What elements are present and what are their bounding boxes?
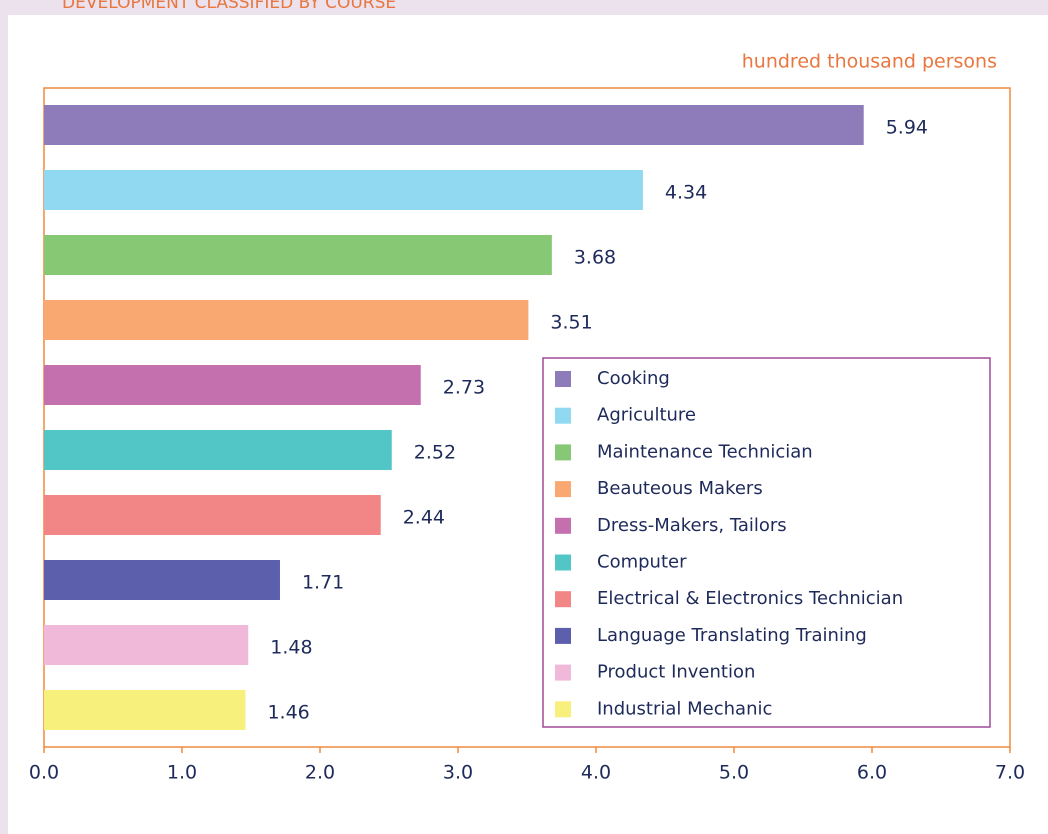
legend-label: Language Translating Training: [597, 625, 867, 646]
bar: [44, 365, 421, 405]
legend-label: Dress-Makers, Tailors: [597, 515, 787, 536]
value-label: 2.44: [403, 507, 445, 529]
legend-label: Product Invention: [597, 662, 755, 683]
legend-label: Maintenance Technician: [597, 441, 813, 462]
bar: [44, 105, 864, 145]
x-tick-label: 3.0: [443, 762, 473, 784]
bar: [44, 690, 246, 730]
x-tick-label: 2.0: [305, 762, 335, 784]
legend-swatch: [555, 627, 571, 644]
legend-label: Beauteous Makers: [597, 478, 763, 499]
x-tick-label: 7.0: [995, 762, 1025, 784]
value-label: 1.46: [267, 702, 309, 724]
legend-box: [542, 357, 991, 728]
x-tick-label: 4.0: [581, 762, 611, 784]
bar: [44, 495, 381, 535]
value-label: 1.48: [270, 637, 312, 659]
chart-title: DEVELOPMENT CLASSIFIED BY COURSE: [62, 0, 396, 13]
legend-label: Industrial Mechanic: [597, 698, 772, 719]
legend-label: Agriculture: [597, 405, 696, 426]
value-label: 3.68: [574, 247, 616, 269]
bar: [44, 430, 392, 470]
legend-label: Electrical & Electronics Technician: [597, 588, 903, 609]
legend-swatch: [555, 371, 571, 387]
legend-swatch: [555, 554, 571, 571]
bar: [44, 560, 280, 600]
value-label: 2.73: [443, 377, 485, 399]
value-label: 2.52: [414, 442, 456, 464]
legend-label: Cooking: [597, 368, 670, 389]
legend-swatch: [555, 481, 571, 498]
value-label: 4.34: [665, 182, 707, 204]
legend-swatch: [555, 664, 571, 681]
legend-label: Computer: [597, 552, 687, 573]
value-label: 3.51: [550, 312, 592, 334]
bar: [44, 170, 643, 210]
bar: [44, 300, 529, 340]
legend-swatch: [555, 701, 571, 718]
plot-frame: [43, 87, 1011, 748]
value-label: 5.94: [886, 117, 928, 139]
value-label: 1.71: [302, 572, 344, 594]
bar: [44, 625, 249, 665]
legend-swatch: [555, 407, 571, 424]
unit-label: hundred thousand persons: [742, 51, 997, 73]
x-tick-label: 1.0: [167, 762, 197, 784]
legend-swatch: [555, 517, 571, 534]
x-tick-label: 6.0: [857, 762, 887, 784]
x-tick-label: 5.0: [719, 762, 749, 784]
legend-swatch: [555, 591, 571, 608]
bar: [44, 235, 552, 275]
x-tick-label: 0.0: [29, 762, 59, 784]
legend-swatch: [555, 444, 571, 461]
